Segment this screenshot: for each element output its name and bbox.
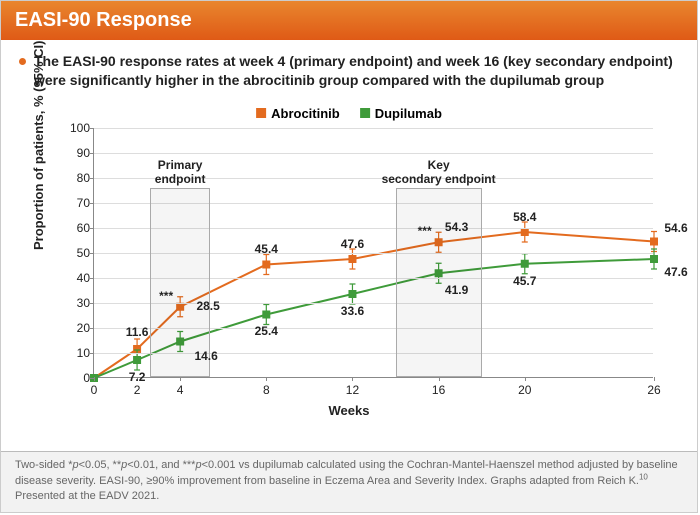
y-tick-label: 50 bbox=[62, 246, 90, 260]
data-label: 41.9 bbox=[445, 283, 468, 297]
legend-item-dupilumab: Dupilumab bbox=[360, 106, 442, 121]
x-tick-mark bbox=[94, 377, 95, 381]
figure-card: EASI-90 Response The EASI-90 response ra… bbox=[0, 0, 698, 513]
data-label: 14.6 bbox=[194, 349, 217, 363]
gridline bbox=[94, 128, 653, 129]
data-label: 54.3 bbox=[445, 220, 468, 234]
x-tick-label: 4 bbox=[177, 383, 184, 397]
x-axis-label: Weeks bbox=[329, 403, 370, 418]
significance-stars: *** bbox=[159, 289, 173, 303]
data-label: 47.6 bbox=[341, 237, 364, 251]
endpoint-label: Keysecondary endpoint bbox=[376, 158, 502, 187]
y-tick-mark bbox=[90, 253, 94, 254]
data-label: 54.6 bbox=[664, 221, 687, 235]
y-tick-mark bbox=[90, 178, 94, 179]
legend-label: Abrocitinib bbox=[271, 106, 340, 121]
data-marker bbox=[262, 260, 270, 268]
significance-stars: *** bbox=[418, 224, 432, 238]
data-marker bbox=[521, 260, 529, 268]
data-label: 45.7 bbox=[513, 274, 536, 288]
bullet-text: The EASI-90 response rates at week 4 (pr… bbox=[34, 52, 679, 90]
y-tick-label: 80 bbox=[62, 171, 90, 185]
y-axis-label: Proportion of patients, % (95% CI) bbox=[31, 40, 46, 249]
bullet-icon bbox=[19, 58, 26, 65]
y-tick-label: 40 bbox=[62, 271, 90, 285]
y-tick-mark bbox=[90, 203, 94, 204]
x-tick-label: 12 bbox=[346, 383, 359, 397]
legend-swatch bbox=[360, 108, 370, 118]
data-label: 45.4 bbox=[255, 242, 278, 256]
y-tick-label: 70 bbox=[62, 196, 90, 210]
x-tick-label: 20 bbox=[518, 383, 531, 397]
y-tick-mark bbox=[90, 303, 94, 304]
y-tick-label: 20 bbox=[62, 321, 90, 335]
x-tick-mark bbox=[654, 377, 655, 381]
x-tick-mark bbox=[266, 377, 267, 381]
y-tick-mark bbox=[90, 228, 94, 229]
header-title: EASI-90 Response bbox=[15, 9, 192, 31]
y-tick-mark bbox=[90, 153, 94, 154]
y-tick-label: 30 bbox=[62, 296, 90, 310]
data-label: 11.6 bbox=[126, 325, 149, 339]
data-marker bbox=[133, 356, 141, 364]
legend: Abrocitinib Dupilumab bbox=[256, 106, 442, 121]
x-tick-mark bbox=[525, 377, 526, 381]
y-tick-label: 10 bbox=[62, 346, 90, 360]
footnote-text: Two-sided *p<0.05, **p<0.01, and ***p<0.… bbox=[15, 459, 678, 502]
legend-label: Dupilumab bbox=[375, 106, 442, 121]
endpoint-label: Primaryendpoint bbox=[130, 158, 230, 187]
data-label: 28.5 bbox=[196, 299, 219, 313]
legend-swatch bbox=[256, 108, 266, 118]
data-marker bbox=[348, 255, 356, 263]
x-tick-mark bbox=[439, 377, 440, 381]
data-label: 25.4 bbox=[255, 324, 278, 338]
data-marker bbox=[348, 290, 356, 298]
data-label: 47.6 bbox=[664, 265, 687, 279]
header-bar: EASI-90 Response bbox=[1, 1, 697, 40]
x-tick-label: 0 bbox=[91, 383, 98, 397]
data-marker bbox=[650, 237, 658, 245]
chart-area: Abrocitinib Dupilumab Proportion of pati… bbox=[19, 100, 679, 420]
x-tick-mark bbox=[352, 377, 353, 381]
data-label: 33.6 bbox=[341, 304, 364, 318]
gridline bbox=[94, 153, 653, 154]
x-tick-label: 26 bbox=[647, 383, 660, 397]
bullet-row: The EASI-90 response rates at week 4 (pr… bbox=[1, 40, 697, 96]
plot-region: 0102030405060708090100024812162026Primar… bbox=[93, 128, 653, 378]
x-tick-label: 16 bbox=[432, 383, 445, 397]
x-tick-label: 8 bbox=[263, 383, 270, 397]
data-label: 58.4 bbox=[513, 210, 536, 224]
y-tick-mark bbox=[90, 328, 94, 329]
x-tick-mark bbox=[180, 377, 181, 381]
y-tick-label: 90 bbox=[62, 146, 90, 160]
y-tick-mark bbox=[90, 128, 94, 129]
data-marker bbox=[262, 310, 270, 318]
y-tick-mark bbox=[90, 278, 94, 279]
x-tick-label: 2 bbox=[134, 383, 141, 397]
y-tick-label: 60 bbox=[62, 221, 90, 235]
footnote: Two-sided *p<0.05, **p<0.01, and ***p<0.… bbox=[1, 451, 697, 512]
legend-item-abrocitinib: Abrocitinib bbox=[256, 106, 340, 121]
y-tick-label: 100 bbox=[62, 121, 90, 135]
data-marker bbox=[650, 255, 658, 263]
data-marker bbox=[521, 228, 529, 236]
y-tick-label: 0 bbox=[62, 371, 90, 385]
y-tick-mark bbox=[90, 353, 94, 354]
data-label: 7.2 bbox=[129, 370, 146, 384]
endpoint-box bbox=[396, 188, 482, 377]
